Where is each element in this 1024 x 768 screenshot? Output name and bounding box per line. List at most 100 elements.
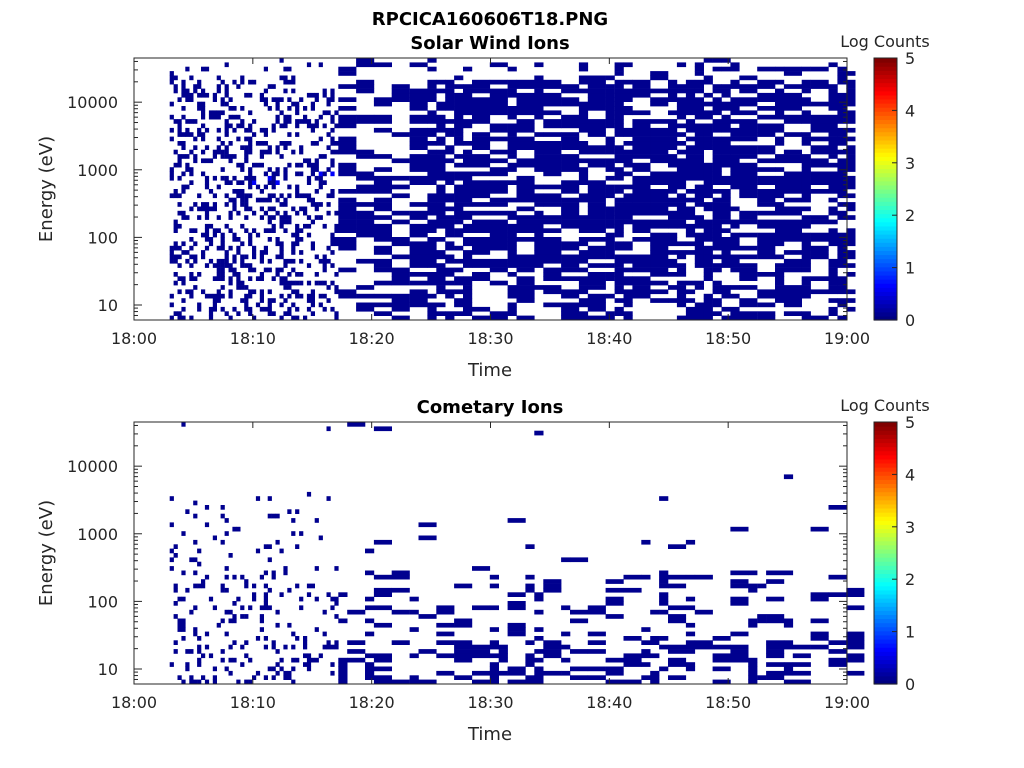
heatmap-cell — [685, 631, 696, 637]
colorbar-step — [874, 557, 897, 562]
heatmap-cell — [472, 184, 491, 190]
heatmap-cell — [436, 158, 446, 164]
heatmap-cell — [263, 306, 268, 312]
heatmap-cell — [275, 267, 280, 273]
colorbar-step — [874, 548, 897, 554]
heatmap-cell — [252, 132, 257, 137]
heatmap-cell — [338, 657, 348, 663]
heatmap-cell — [356, 293, 375, 299]
heatmap-cell — [489, 62, 508, 68]
heatmap-cell — [739, 123, 758, 129]
heatmap-cell — [614, 171, 624, 177]
heatmap-cell — [783, 206, 802, 212]
heatmap-cell — [244, 154, 249, 159]
heatmap-cell — [534, 258, 544, 264]
heatmap-cell — [775, 241, 785, 247]
heatmap-cell — [846, 636, 865, 641]
heatmap-cell — [463, 228, 473, 233]
heatmap-cell — [472, 180, 491, 185]
heatmap-cell — [275, 609, 280, 615]
heatmap-cell — [193, 679, 198, 685]
heatmap-cell — [248, 237, 253, 242]
heatmap-cell — [338, 293, 357, 299]
heatmap-cell — [244, 145, 249, 150]
heatmap-cell — [212, 193, 217, 199]
heatmap-cell — [712, 228, 722, 233]
heatmap-cell — [338, 228, 357, 233]
heatmap-cell — [236, 114, 241, 120]
colorbar-step — [874, 205, 897, 211]
heatmap-cell — [326, 167, 331, 172]
heatmap-cell — [204, 175, 210, 181]
heatmap-cell — [587, 228, 606, 233]
heatmap-cell — [259, 574, 264, 580]
heatmap-cell — [703, 101, 713, 107]
heatmap-cell — [570, 618, 589, 624]
heatmap-cell — [306, 92, 312, 98]
x-tick-label: 19:00 — [824, 329, 870, 348]
heatmap-cell — [334, 640, 339, 645]
heatmap-cell — [775, 210, 785, 216]
heatmap-cell — [201, 106, 206, 111]
heatmap-cell — [712, 285, 722, 290]
colorbar-step — [874, 540, 897, 546]
heatmap-cell — [712, 149, 722, 155]
heatmap-cell — [314, 202, 319, 207]
heatmap-cell — [810, 175, 829, 181]
heatmap-cell — [605, 237, 615, 242]
heatmap-cell — [783, 184, 802, 190]
heatmap-cell — [810, 119, 829, 124]
heatmap-cell — [623, 110, 633, 116]
heatmap-cell — [632, 180, 651, 185]
heatmap-cell — [445, 145, 455, 150]
heatmap-cell — [259, 605, 264, 611]
heatmap-cell — [783, 106, 802, 111]
heatmap-cell — [543, 250, 562, 255]
heatmap-cell — [837, 276, 847, 281]
heatmap-cell — [507, 84, 517, 89]
heatmap-cell — [543, 162, 562, 168]
heatmap-cell — [212, 92, 217, 98]
heatmap-cell — [668, 583, 687, 589]
heatmap-cell — [676, 206, 687, 212]
heatmap-cell — [694, 315, 704, 321]
heatmap-cell — [846, 92, 856, 98]
heatmap-cell — [570, 609, 589, 615]
heatmap-cell — [623, 657, 642, 663]
heatmap-cell — [338, 136, 357, 142]
heatmap-cell — [623, 210, 633, 216]
heatmap-cell — [623, 258, 633, 264]
colorbar-step — [874, 172, 897, 178]
heatmap-cell — [650, 640, 660, 645]
heatmap-cell — [694, 123, 704, 129]
heatmap-cell — [489, 79, 508, 85]
heatmap-cell — [783, 171, 802, 177]
heatmap-cell — [181, 79, 186, 85]
heatmap-cell — [561, 202, 580, 207]
heatmap-cell — [561, 293, 580, 299]
heatmap-cell — [721, 189, 731, 194]
heatmap-cell — [748, 570, 758, 576]
heatmap-cell — [587, 631, 606, 637]
heatmap-cell — [507, 141, 517, 146]
heatmap-cell — [676, 110, 687, 116]
heatmap-cell — [244, 127, 249, 133]
heatmap-cell — [507, 289, 517, 295]
heatmap-cell — [391, 237, 410, 242]
heatmap-cell — [427, 272, 437, 277]
heatmap-cell — [193, 158, 198, 164]
y-tick-label: 1000 — [77, 525, 118, 544]
heatmap-cell — [766, 596, 785, 602]
heatmap-cell — [248, 293, 253, 299]
heatmap-cell — [846, 640, 865, 645]
heatmap-cell — [472, 237, 491, 242]
heatmap-cell — [810, 149, 829, 155]
heatmap-cell — [445, 215, 455, 220]
heatmap-cell — [587, 158, 606, 164]
heatmap-cell — [436, 311, 446, 316]
heatmap-cell — [703, 245, 713, 251]
heatmap-cell — [454, 289, 464, 295]
heatmap-cell — [185, 587, 190, 593]
heatmap-cell — [543, 193, 562, 199]
heatmap-cell — [757, 293, 776, 299]
